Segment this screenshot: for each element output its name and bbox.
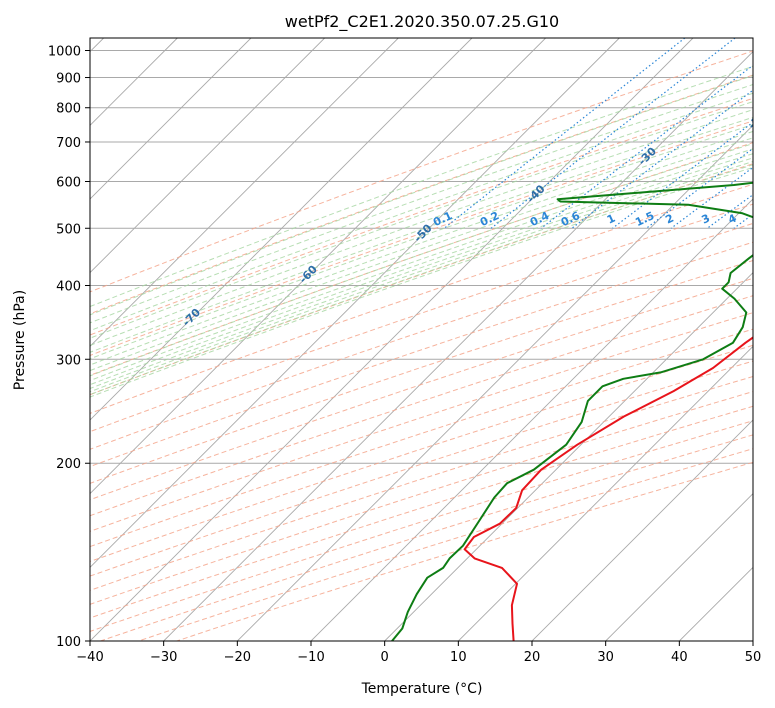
dry-adiabat-line (90, 120, 753, 357)
dry-adiabat-line (90, 277, 753, 501)
y-tick-label: 200 (56, 457, 81, 472)
moist-adiabat-line (90, 137, 753, 372)
x-tick-label: 10 (450, 650, 467, 665)
isotherm-line (90, 38, 325, 274)
x-tick-label: 40 (671, 650, 688, 665)
moist-adiabat-line (90, 116, 753, 353)
dry-adiabat-line (90, 142, 753, 376)
isotherm-line (90, 38, 473, 421)
chart-title: wetPf2_C2E1.2020.350.07.25.G10 (285, 12, 559, 32)
isotherm-line (458, 345, 753, 641)
y-tick-label: 100 (56, 635, 81, 650)
plot-frame (89, 37, 754, 642)
x-tick-label: −10 (297, 650, 324, 665)
dry-adiabat-line (90, 360, 753, 577)
x-tick-label: −40 (76, 650, 103, 665)
isotherm-line (531, 419, 753, 641)
x-tick-label: 0 (381, 650, 389, 665)
dry-adiabat-line (90, 375, 753, 591)
dry-adiabat-line (90, 203, 753, 433)
mixing-ratio-line (612, 121, 753, 229)
x-axis-label: Temperature (°C) (361, 681, 483, 697)
dry-adiabat-line (90, 295, 753, 517)
moist-adiabat-line (90, 109, 753, 347)
dry-adiabat-line (90, 405, 753, 619)
moist-adiabat-line (90, 166, 753, 398)
y-tick-label: 300 (56, 353, 81, 368)
mixing-ratio-line (571, 89, 753, 229)
y-tick-label: 1000 (48, 45, 81, 60)
moist-adiabat-line (90, 164, 753, 396)
x-tick-label: 30 (597, 650, 614, 665)
isotherm-line (90, 38, 252, 200)
dry-adiabat-line (90, 241, 753, 468)
isotherm-line (90, 38, 399, 347)
moist-adiabat-line (90, 75, 753, 316)
isotherm-line (90, 38, 546, 495)
y-axis: 100 200 300 400 500 600 700 800 900 1000 (48, 45, 90, 650)
y-tick-label: 600 (56, 176, 81, 191)
isotherm-line (384, 272, 753, 641)
dry-adiabat-line (90, 391, 753, 605)
moist-adiabat-line (90, 157, 753, 390)
plot-area: 0.10.20.40.611.52346810131620253036-100-… (90, 38, 769, 641)
dry-adiabat-line (90, 328, 753, 548)
mixing-ratio-line (443, 38, 686, 229)
moist-adiabat-line (90, 65, 753, 308)
moist-adiabat-line (90, 84, 753, 324)
isotherm-line (310, 198, 753, 641)
dry-adiabat-line (90, 420, 753, 632)
dewpoint-profile-line (391, 181, 753, 641)
isotherm-line (90, 38, 620, 568)
x-tick-label: 50 (745, 650, 762, 665)
dry-adiabat-label: -20 (746, 108, 769, 131)
moist-adiabat-line (90, 124, 753, 360)
x-tick-label: 20 (524, 650, 541, 665)
y-tick-label: 700 (56, 136, 81, 151)
mixing-ratio-line (540, 64, 753, 229)
x-axis: −40 −30 −20 −10 0 10 20 30 40 50 (76, 641, 761, 665)
y-tick-label: 400 (56, 279, 81, 294)
temperature-profile-line (463, 336, 753, 641)
x-tick-label: −20 (224, 650, 251, 665)
y-tick-label: 800 (56, 102, 81, 117)
y-tick-label: 500 (56, 222, 81, 237)
moist-adiabat-line (90, 92, 753, 332)
x-tick-label: −30 (150, 650, 177, 665)
y-axis-label: Pressure (hPa) (12, 290, 28, 390)
isotherm-line (605, 493, 753, 641)
isotherm-line (237, 124, 753, 641)
y-tick-label: 900 (56, 72, 81, 87)
